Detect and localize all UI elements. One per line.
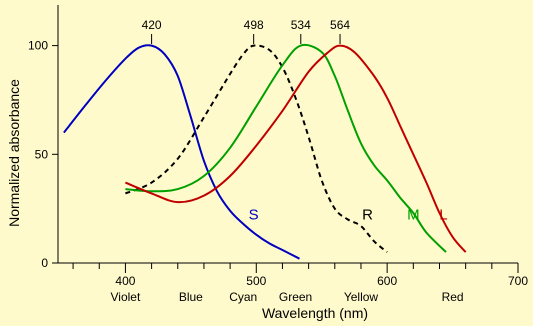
- series-label-R: R: [362, 207, 373, 224]
- labels: 420 498 534 564 S R M L: [142, 18, 448, 224]
- x-tick-label: 700: [508, 274, 528, 288]
- x-tick-label: 500: [246, 274, 266, 288]
- y-tick-label: 0: [41, 256, 48, 270]
- x-tick-label: 600: [377, 274, 397, 288]
- color-band-label: Blue: [179, 290, 203, 304]
- peak-label: 534: [291, 18, 311, 32]
- peak-label: 564: [330, 18, 350, 32]
- y-tick-label: 50: [35, 147, 49, 161]
- series-label-M: M: [407, 207, 420, 224]
- series-line-M: [125, 43, 447, 253]
- color-band-label: Violet: [111, 290, 141, 304]
- y-tick-label: 100: [28, 39, 48, 53]
- color-band-label: Yellow: [344, 290, 379, 304]
- peak-label: 498: [244, 18, 264, 32]
- peak-label: 420: [142, 18, 162, 32]
- series-line-L: [125, 44, 467, 253]
- axes: 0 50 100 400 500 600 700 Violet Blue Cyan Green Yel…: [28, 5, 528, 304]
- series-line-S: [63, 44, 300, 260]
- y-axis-title: Normalized absorbance: [6, 79, 22, 227]
- color-band-label: Red: [442, 290, 464, 304]
- series-label-S: S: [249, 207, 259, 224]
- x-tick-label: 400: [115, 274, 135, 288]
- color-band-label: Cyan: [229, 290, 257, 304]
- color-band-label: Green: [279, 290, 312, 304]
- x-axis-title: Wavelength (nm): [262, 305, 368, 321]
- series-label-L: L: [439, 207, 447, 224]
- curves: [63, 43, 467, 260]
